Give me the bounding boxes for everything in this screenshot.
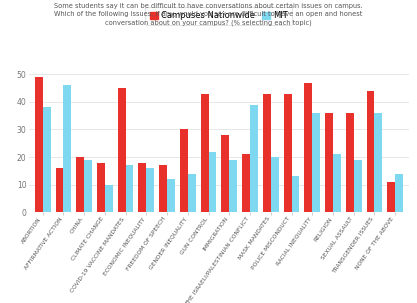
Bar	[188, 174, 196, 212]
Bar	[180, 129, 188, 212]
Bar	[208, 152, 216, 212]
Legend: Campuses Nationwide, MIT: Campuses Nationwide, MIT	[146, 7, 292, 25]
Bar	[105, 185, 113, 212]
Bar	[271, 157, 279, 212]
Bar	[118, 88, 126, 212]
Bar	[354, 160, 362, 212]
Bar	[304, 83, 312, 212]
Bar	[242, 154, 250, 212]
Bar	[229, 160, 237, 212]
Bar	[167, 179, 175, 212]
Bar	[221, 135, 229, 212]
Bar	[84, 160, 92, 212]
Bar	[291, 176, 299, 212]
Bar	[325, 113, 333, 212]
Bar	[387, 182, 395, 212]
Bar	[333, 154, 341, 212]
Bar	[63, 85, 71, 212]
Bar	[374, 113, 382, 212]
Bar	[250, 105, 258, 212]
Bar	[346, 113, 354, 212]
Bar	[76, 157, 84, 212]
Bar	[201, 94, 208, 212]
Bar	[263, 94, 271, 212]
Bar	[126, 165, 133, 212]
Bar	[97, 162, 105, 212]
Bar	[146, 168, 154, 212]
Bar	[35, 77, 43, 212]
Bar	[284, 94, 291, 212]
Bar	[138, 162, 146, 212]
Bar	[367, 91, 374, 212]
Bar	[395, 174, 403, 212]
Bar	[159, 165, 167, 212]
Bar	[43, 108, 50, 212]
Text: Some students say it can be difficult to have conversations about certain issues: Some students say it can be difficult to…	[54, 3, 363, 25]
Bar	[55, 168, 63, 212]
Bar	[312, 113, 320, 212]
